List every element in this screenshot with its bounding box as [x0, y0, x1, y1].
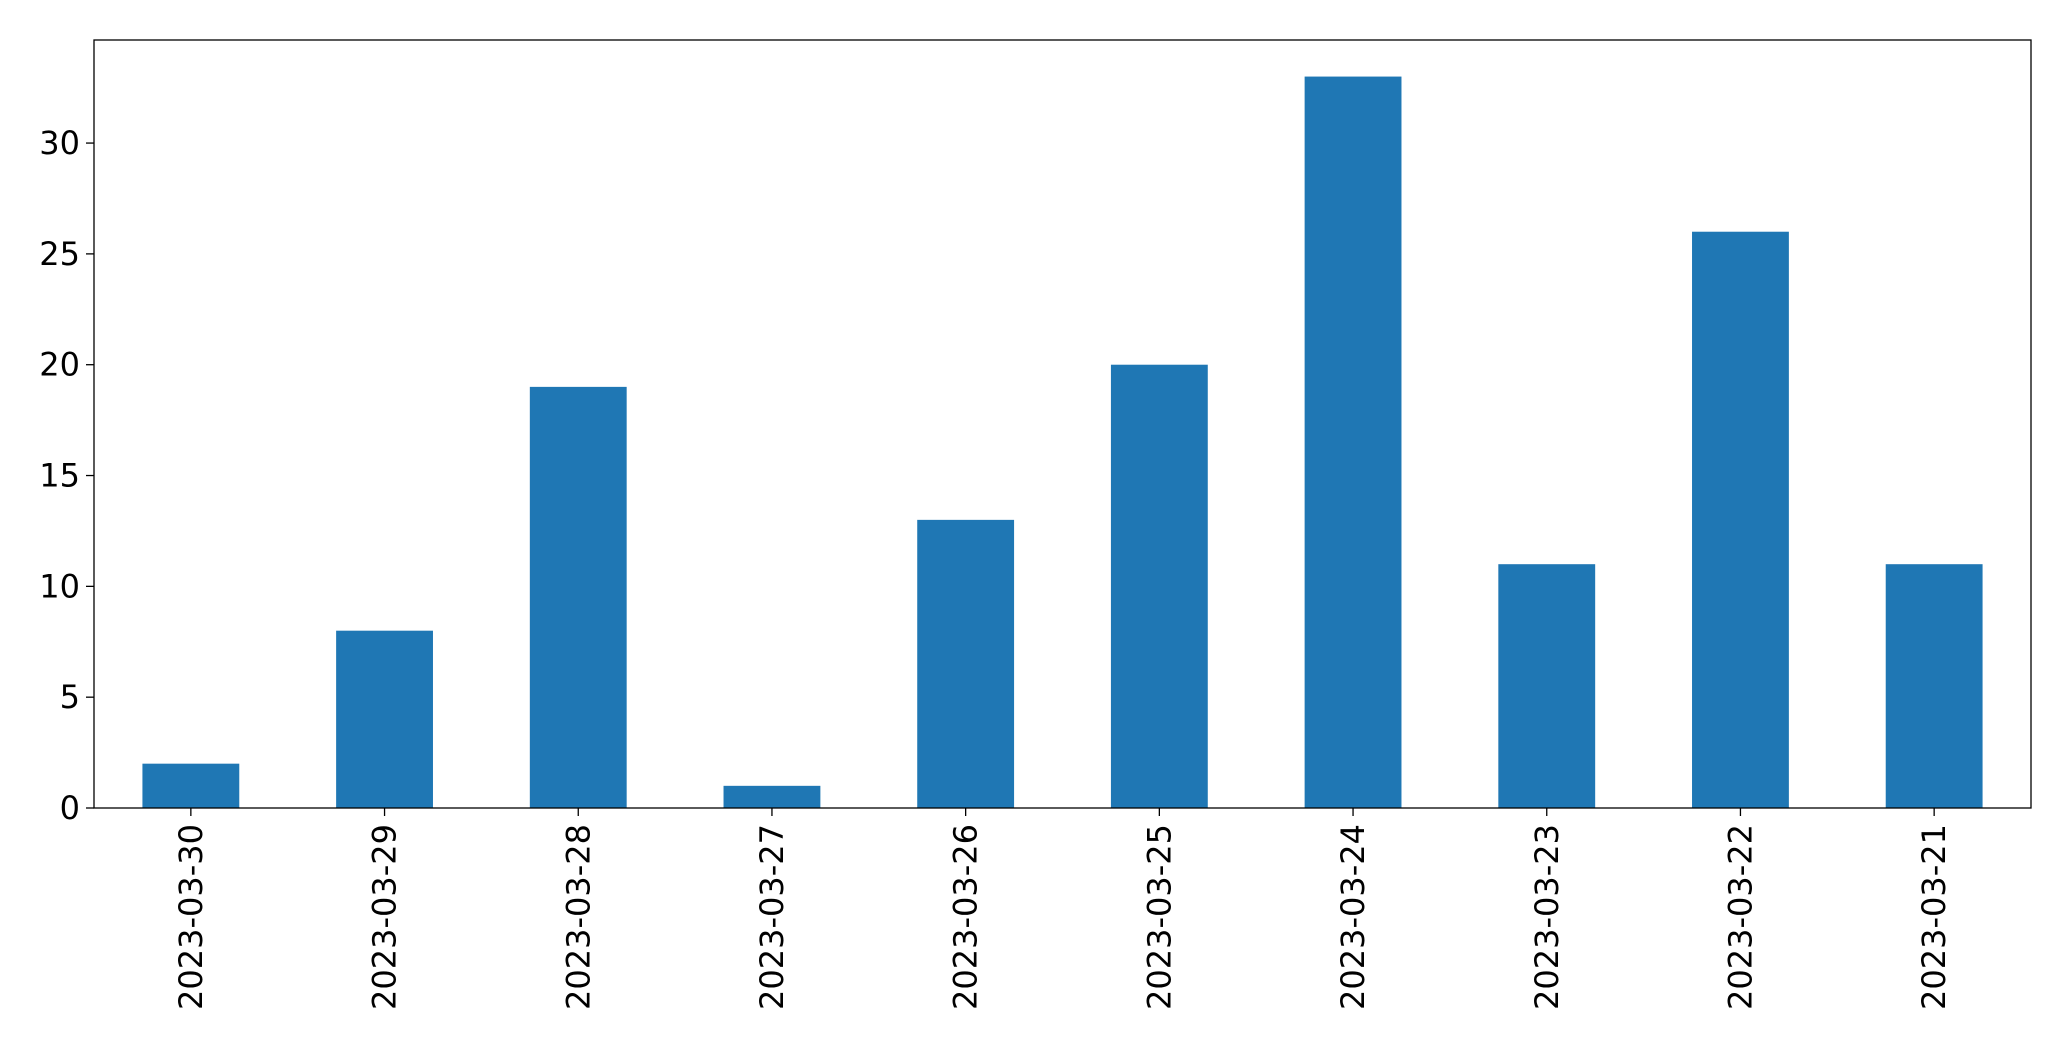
bar: [336, 630, 433, 808]
x-tick-label: 2023-03-23: [1528, 824, 1566, 1010]
bar: [1498, 564, 1596, 808]
y-tick-label: 5: [60, 678, 80, 716]
y-tick-label: 15: [39, 457, 80, 495]
bar: [917, 519, 1015, 808]
x-tick-label: 2023-03-28: [559, 824, 597, 1010]
y-tick-label: 20: [39, 346, 80, 384]
plot-frame: [93, 39, 2032, 809]
x-tick-label: 2023-03-25: [1140, 824, 1178, 1010]
bar: [1692, 231, 1789, 808]
y-tick-label: 0: [60, 789, 80, 827]
bar: [723, 785, 821, 808]
x-tick-label: 2023-03-27: [753, 824, 791, 1010]
x-tick-label: 2023-03-24: [1334, 824, 1372, 1010]
x-tick-label: 2023-03-21: [1915, 824, 1953, 1010]
y-tick-label: 10: [39, 567, 80, 605]
bar: [529, 386, 627, 808]
x-tick-label: 2023-03-29: [366, 824, 404, 1010]
bar: [1110, 364, 1208, 808]
bar: [1304, 76, 1402, 809]
x-tick-label: 2023-03-26: [947, 824, 985, 1010]
bar: [1885, 564, 1983, 808]
x-tick-label: 2023-03-30: [172, 824, 210, 1010]
y-tick-label: 30: [39, 124, 80, 162]
x-tick-label: 2023-03-22: [1721, 824, 1759, 1010]
y-tick-label: 25: [39, 235, 80, 273]
bar: [142, 763, 240, 808]
